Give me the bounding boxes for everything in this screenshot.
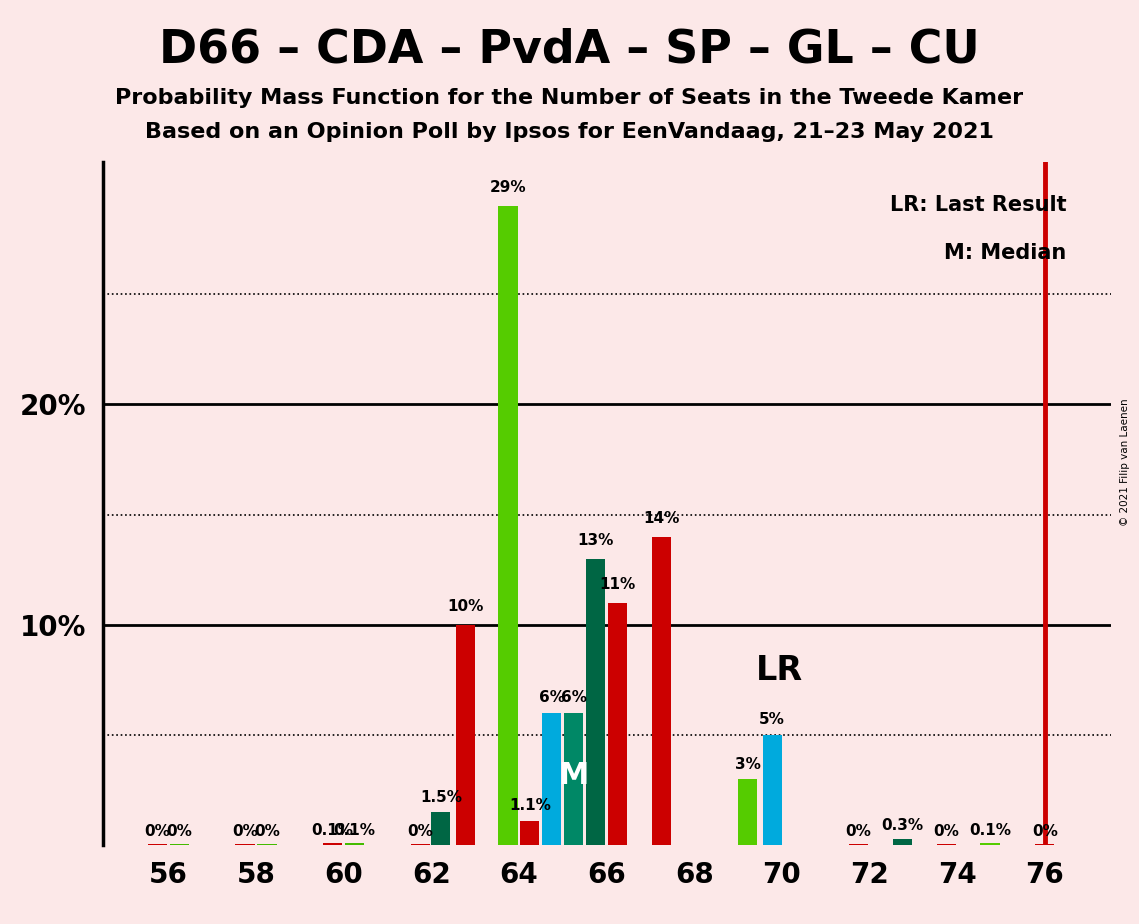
Bar — [542, 713, 562, 845]
Text: Probability Mass Function for the Number of Seats in the Tweede Kamer: Probability Mass Function for the Number… — [115, 88, 1024, 108]
Text: 14%: 14% — [644, 511, 680, 526]
Bar — [432, 812, 451, 845]
Text: 6%: 6% — [539, 690, 565, 705]
Bar — [585, 559, 605, 845]
Bar — [738, 779, 757, 845]
Text: 3%: 3% — [735, 757, 761, 772]
Text: 0%: 0% — [166, 824, 192, 839]
Bar — [652, 537, 671, 845]
Text: 0%: 0% — [933, 824, 959, 839]
Text: 0%: 0% — [254, 824, 280, 839]
Text: 11%: 11% — [599, 577, 636, 591]
Bar — [521, 821, 540, 845]
Bar — [323, 844, 342, 845]
Bar — [762, 736, 781, 845]
Text: © 2021 Filip van Laenen: © 2021 Filip van Laenen — [1121, 398, 1130, 526]
Text: 0%: 0% — [845, 824, 871, 839]
Text: 0.1%: 0.1% — [969, 822, 1011, 838]
Text: 0%: 0% — [1032, 824, 1058, 839]
Text: 5%: 5% — [760, 712, 785, 727]
Bar — [498, 206, 517, 845]
Text: 0.1%: 0.1% — [334, 822, 376, 838]
Text: 13%: 13% — [577, 533, 614, 548]
Text: 0%: 0% — [408, 824, 433, 839]
Text: 0.3%: 0.3% — [882, 819, 924, 833]
Text: 0%: 0% — [145, 824, 170, 839]
Text: LR: Last Result: LR: Last Result — [890, 195, 1067, 214]
Bar — [345, 844, 364, 845]
Text: Based on an Opinion Poll by Ipsos for EenVandaag, 21–23 May 2021: Based on an Opinion Poll by Ipsos for Ee… — [145, 122, 994, 142]
Text: 0.1%: 0.1% — [312, 822, 353, 838]
Bar — [564, 713, 583, 845]
Bar — [981, 844, 1000, 845]
Text: M: M — [558, 761, 589, 790]
Text: 1.1%: 1.1% — [509, 798, 551, 813]
Text: LR: LR — [755, 653, 803, 687]
Text: 1.5%: 1.5% — [420, 790, 461, 805]
Text: D66 – CDA – PvdA – SP – GL – CU: D66 – CDA – PvdA – SP – GL – CU — [159, 28, 980, 73]
Bar — [456, 625, 475, 845]
Bar — [608, 602, 628, 845]
Text: 6%: 6% — [560, 690, 587, 705]
Text: 0%: 0% — [232, 824, 257, 839]
Text: M: Median: M: Median — [944, 243, 1067, 263]
Bar — [893, 839, 912, 845]
Text: 29%: 29% — [490, 180, 526, 195]
Text: 10%: 10% — [448, 599, 484, 614]
